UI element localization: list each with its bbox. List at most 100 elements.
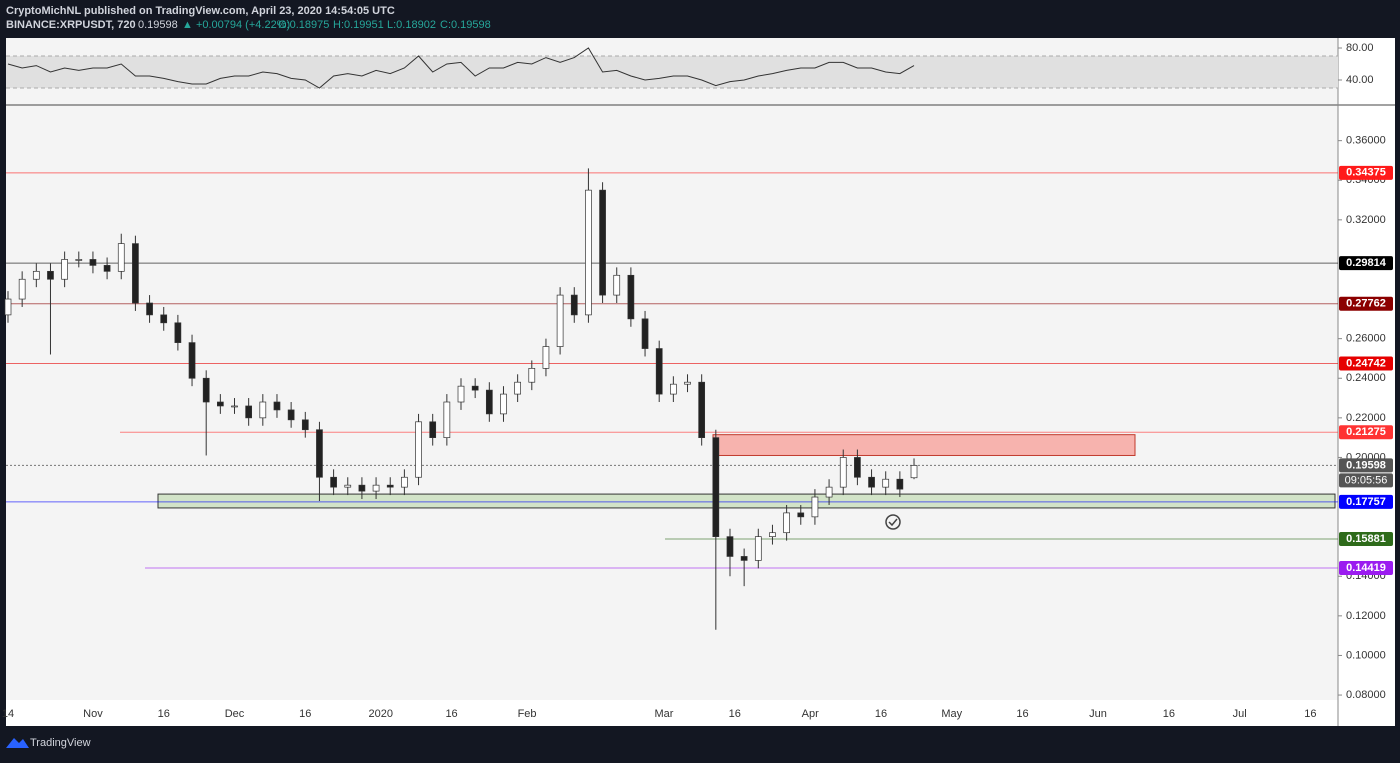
- candle-body: [684, 381, 691, 385]
- candle-body: [330, 476, 337, 488]
- y-tick-label: 0.08000: [1346, 689, 1386, 701]
- change: ▲ +0.00794 (+4.22%): [182, 19, 290, 31]
- x-tick-label: Feb: [518, 708, 537, 720]
- candle-body: [273, 401, 281, 411]
- candle-body: [570, 294, 578, 316]
- candle-body: [202, 377, 210, 403]
- level-label-bg: [1339, 560, 1393, 575]
- candle-body: [825, 486, 833, 498]
- candle-body: [726, 536, 734, 557]
- level-label-bg: [1339, 425, 1393, 440]
- level-label: 0.19598: [1346, 459, 1386, 471]
- level-label: 0.21275: [1346, 426, 1386, 438]
- ohlc-open: O:0.18975: [278, 19, 329, 31]
- candle-body: [146, 302, 153, 316]
- ohlc-low: L:0.18902: [387, 19, 436, 31]
- last-price: 0.19598: [138, 19, 178, 31]
- level-label: 0.29814: [1346, 257, 1387, 269]
- candle-body: [117, 243, 125, 272]
- candle-body: [839, 457, 847, 488]
- candle-body: [485, 389, 493, 415]
- candle-body: [854, 457, 861, 478]
- y-tick-label: 0.36000: [1346, 135, 1386, 147]
- candle-body: [655, 348, 663, 395]
- candle-body: [132, 243, 139, 304]
- candle-body: [811, 496, 819, 518]
- candle-body: [627, 274, 635, 320]
- x-tick-label: Jun: [1089, 708, 1107, 720]
- candle-body: [358, 484, 366, 492]
- symbol: BINANCE:XRPUSDT, 720: [6, 19, 136, 31]
- candle-body: [372, 484, 380, 492]
- candle-body: [471, 385, 479, 391]
- y-tick-label: 40.00: [1346, 74, 1374, 86]
- candle-body: [585, 189, 592, 316]
- candle-body: [783, 512, 790, 534]
- x-tick-label: 16: [1016, 708, 1028, 720]
- level-label: 0.34375: [1346, 167, 1386, 179]
- level-label-bg: [1339, 532, 1393, 547]
- candle-body: [344, 484, 352, 488]
- candle-body: [89, 259, 97, 266]
- level-label-bg: [1339, 356, 1393, 371]
- candle-body: [316, 429, 323, 478]
- level-label: 0.24742: [1346, 357, 1386, 369]
- zone: [712, 434, 1136, 456]
- candle-body: [698, 381, 706, 438]
- rsi-line: [7, 47, 915, 89]
- candle-body: [769, 532, 776, 538]
- candle-body: [245, 405, 253, 419]
- y-tick-label: 0.12000: [1346, 610, 1386, 622]
- candle-body: [287, 409, 295, 421]
- candle-body: [868, 476, 875, 488]
- candle-body: [910, 465, 918, 479]
- level-label-bg: [1339, 165, 1393, 180]
- candle-body: [231, 405, 238, 408]
- x-tick-label: Dec: [225, 708, 245, 720]
- candle-body: [61, 259, 68, 280]
- ohlc-close: C:0.19598: [440, 19, 491, 31]
- x-tick-label: 16: [445, 708, 457, 720]
- y-tick-label: 0.22000: [1346, 412, 1386, 424]
- ohlc-high: H:0.19951: [333, 19, 384, 31]
- candle-body: [542, 346, 550, 369]
- candle-body: [4, 298, 12, 316]
- plot-area: [6, 38, 1338, 700]
- candle-body: [797, 512, 805, 518]
- level-label: 0.15881: [1346, 533, 1386, 545]
- y-tick-label: 0.26000: [1346, 333, 1386, 345]
- level-label-bg: [1339, 296, 1393, 311]
- countdown-bg: [1339, 473, 1393, 488]
- countdown: 09:05:56: [1345, 474, 1388, 486]
- candle-body: [556, 294, 564, 347]
- x-tick-label: Nov: [83, 708, 103, 720]
- zone: [157, 493, 1336, 509]
- x-tick-label: 2020: [369, 708, 393, 720]
- candle-body: [457, 385, 465, 403]
- candle-body: [216, 401, 224, 407]
- x-tick-label: Mar: [654, 708, 673, 720]
- x-tick-label: Jul: [1233, 708, 1247, 720]
- y-tick-label: 0.32000: [1346, 214, 1386, 226]
- candle-body: [896, 478, 904, 490]
- candle-body: [75, 259, 83, 261]
- x-tick-label: 16: [158, 708, 170, 720]
- level-label: 0.27762: [1346, 298, 1386, 310]
- level-label: 0.17757: [1346, 496, 1386, 508]
- check-icon: [885, 514, 901, 530]
- candle-body: [103, 265, 111, 272]
- candle-body: [443, 401, 451, 439]
- candle-body: [415, 421, 422, 478]
- candle-body: [18, 278, 26, 300]
- candle-body: [259, 401, 267, 419]
- y-tick-label: 0.24000: [1346, 372, 1386, 384]
- y-tick-label: 80.00: [1346, 42, 1374, 54]
- x-tick-label: 16: [729, 708, 741, 720]
- logo: [6, 738, 29, 748]
- candle-body: [500, 393, 507, 415]
- candle-body: [740, 556, 748, 561]
- level-label-bg: [1339, 256, 1393, 271]
- check-mark: [888, 518, 898, 527]
- candle-body: [174, 322, 182, 343]
